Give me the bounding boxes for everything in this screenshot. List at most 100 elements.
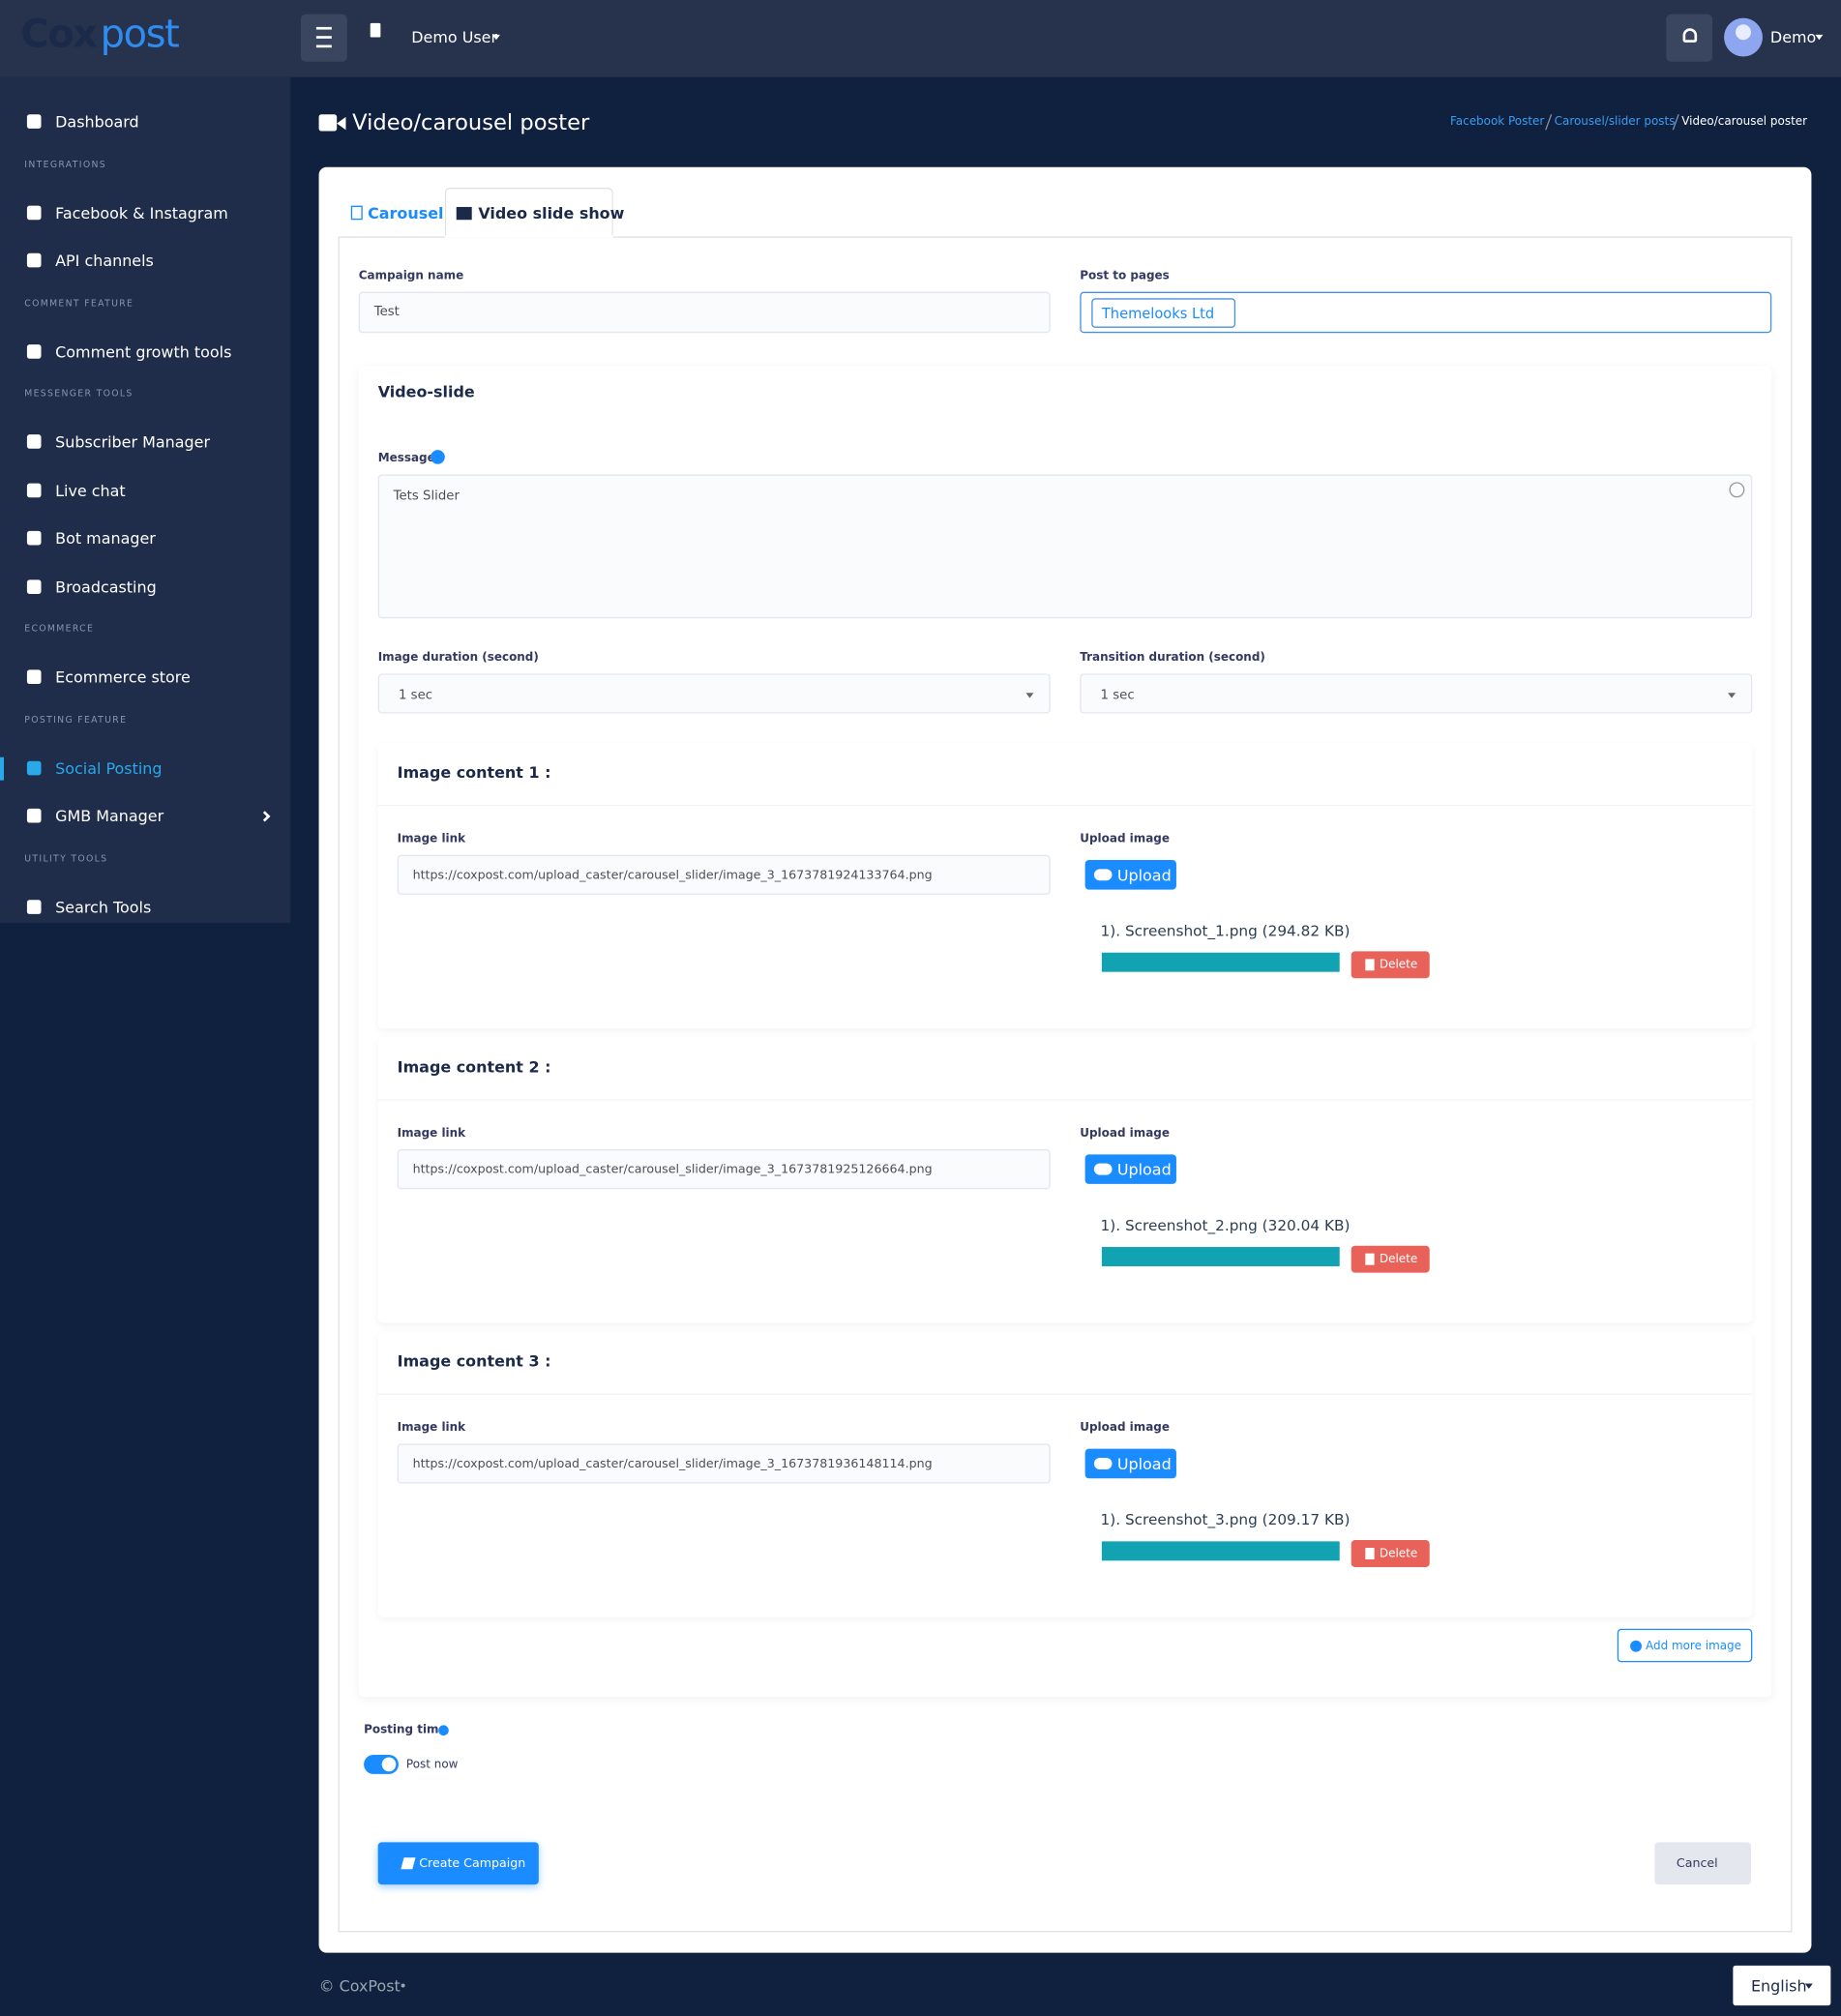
trash-icon — [1365, 959, 1375, 971]
avatar-head — [1736, 24, 1751, 41]
breadcrumb-item: Video/carousel poster — [1681, 115, 1808, 129]
page-tag-label: Themelooks Ltd — [1101, 305, 1215, 322]
delete-button[interactable] — [1351, 951, 1430, 979]
text-input[interactable] — [397, 1149, 1051, 1190]
field-label: Posting time — [364, 1724, 447, 1737]
nav-item[interactable]: Live chat — [55, 481, 126, 500]
breadcrumb-item[interactable]: Facebook Poster — [1450, 115, 1545, 129]
nav-icon — [26, 808, 42, 823]
page-icon — [370, 22, 381, 38]
language-label[interactable]: English — [1750, 1976, 1807, 1996]
nav-item[interactable]: Subscriber Manager — [55, 432, 211, 452]
nav-item[interactable]: GMB Manager — [55, 807, 164, 826]
field-label: Image link — [397, 1127, 466, 1141]
trash-icon — [1365, 1253, 1375, 1265]
hamburger-line — [315, 26, 332, 30]
nav-icon — [26, 483, 42, 497]
tab[interactable]: Video slide show — [478, 204, 625, 222]
sidebar-heading: POSTING FEATURE — [24, 714, 128, 725]
nav-item[interactable]: Comment growth tools — [55, 342, 232, 361]
field-label: Campaign name — [358, 270, 464, 283]
progress-bar — [1101, 1541, 1340, 1561]
file-name: 1). Screenshot_2.png (320.04 KB) — [1100, 1216, 1351, 1234]
text-input[interactable] — [397, 1443, 1051, 1484]
bell-icon — [1682, 28, 1698, 43]
select-value: 1 sec — [398, 688, 433, 703]
field-label: Transition duration (second) — [1080, 651, 1265, 666]
field-label: Image link — [397, 833, 466, 846]
cancel-button-label[interactable]: Cancel — [1676, 1856, 1718, 1872]
file-name: 1). Screenshot_3.png (209.17 KB) — [1100, 1510, 1351, 1529]
select[interactable] — [377, 673, 1051, 714]
caret — [1728, 693, 1737, 698]
nav-icon — [26, 760, 42, 775]
cloud-icon — [1093, 1163, 1113, 1175]
textarea[interactable] — [377, 474, 1753, 619]
divider — [377, 804, 1753, 807]
nav-icon — [26, 669, 42, 684]
toggle-label: Post now — [405, 1758, 459, 1772]
tab-content — [338, 236, 1793, 1933]
nav-item[interactable]: Broadcasting — [55, 578, 157, 596]
tab-join — [444, 235, 613, 238]
profile-menu[interactable]: Demo — [1769, 28, 1817, 46]
logo: Cox — [20, 12, 98, 58]
divider — [377, 1393, 1753, 1395]
image-content-title: Image content 2 : — [397, 1057, 551, 1077]
nav-icon — [26, 114, 42, 129]
nav-item[interactable]: API channels — [55, 252, 154, 271]
field-label: Image link — [397, 1421, 466, 1436]
text-input[interactable] — [358, 291, 1051, 334]
cancel-button[interactable] — [1654, 1842, 1751, 1885]
video-icon — [337, 116, 346, 131]
create-button-label[interactable]: Create Campaign — [419, 1856, 526, 1872]
text-input[interactable] — [397, 854, 1051, 895]
upload-button-label[interactable]: Upload — [1116, 1455, 1172, 1473]
info-icon — [438, 1725, 449, 1736]
nav-item[interactable]: Social Posting — [55, 758, 163, 778]
delete-button-label[interactable]: Delete — [1379, 959, 1418, 972]
select-value: 1 sec — [1100, 688, 1135, 703]
delete-button-label[interactable]: Delete — [1379, 1253, 1418, 1266]
delete-button[interactable] — [1351, 1245, 1430, 1273]
nav-item[interactable]: Dashboard — [55, 112, 139, 132]
image-content-title: Image content 3 : — [397, 1352, 551, 1371]
sidebar-heading: UTILITY TOOLS — [24, 852, 108, 864]
sidebar-heading: COMMENT FEATURE — [24, 297, 134, 309]
field-label: Upload image — [1080, 1127, 1170, 1141]
tab-icon — [456, 206, 472, 221]
field-label: Post to pages — [1080, 270, 1170, 283]
add-more-button[interactable] — [1617, 1628, 1753, 1663]
input-value: https://coxpost.com/upload_caster/carous… — [412, 1162, 933, 1177]
active-indicator — [0, 756, 4, 780]
tab[interactable]: Carousel — [368, 204, 444, 222]
language-button[interactable] — [1733, 1965, 1831, 2006]
emoji-icon[interactable] — [1729, 482, 1745, 498]
user-menu[interactable]: Demo User — [411, 28, 498, 46]
tab-icon — [350, 205, 363, 221]
select[interactable] — [1080, 673, 1753, 714]
trash-icon — [1365, 1548, 1375, 1559]
hamburger-line — [315, 44, 332, 48]
footer-text: © CoxPost — [318, 1976, 401, 1996]
nav-item[interactable]: Search Tools — [55, 898, 152, 916]
upload-button-label[interactable]: Upload — [1116, 1161, 1172, 1179]
logo: post — [100, 12, 180, 58]
nav-icon — [26, 578, 42, 594]
delete-button[interactable] — [1351, 1540, 1430, 1567]
active-tab[interactable] — [444, 188, 613, 238]
nav-item[interactable]: Bot manager — [55, 529, 156, 548]
delete-button-label[interactable]: Delete — [1379, 1548, 1418, 1561]
nav-icon — [26, 343, 42, 359]
section-title: Video-slide — [377, 383, 475, 401]
page-title: Video/carousel poster — [352, 110, 590, 136]
input-value: Test — [373, 305, 400, 320]
breadcrumb-item[interactable]: Carousel/slider posts — [1554, 115, 1676, 129]
nav-icon — [26, 204, 42, 220]
image-content-title: Image content 1 : — [397, 763, 551, 782]
upload-button-label[interactable]: Upload — [1116, 866, 1172, 885]
add-more-label[interactable]: Add more image — [1646, 1640, 1742, 1653]
nav-item[interactable]: Ecommerce store — [55, 668, 191, 687]
nav-item[interactable]: Facebook & Instagram — [55, 203, 228, 222]
